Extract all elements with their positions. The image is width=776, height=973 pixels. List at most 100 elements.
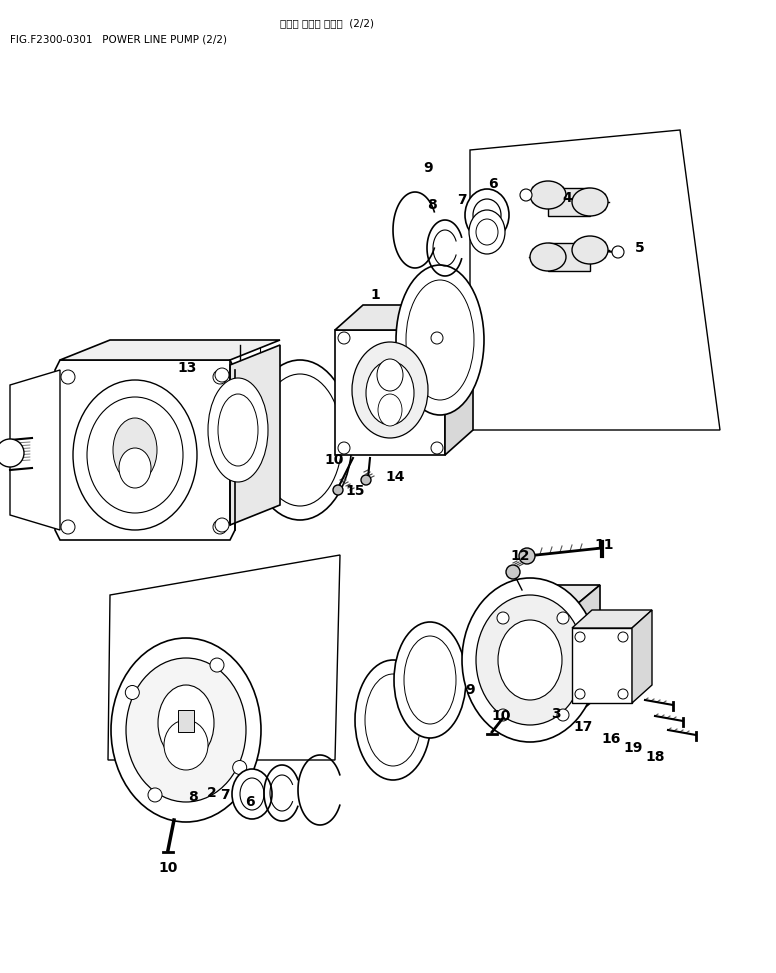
Circle shape: [618, 689, 628, 699]
Circle shape: [557, 612, 569, 624]
Text: 5: 5: [635, 241, 645, 255]
Polygon shape: [570, 585, 600, 720]
Circle shape: [497, 709, 509, 721]
Circle shape: [213, 370, 227, 384]
Ellipse shape: [394, 622, 466, 738]
Text: 8: 8: [427, 198, 437, 212]
Polygon shape: [470, 130, 720, 430]
Circle shape: [333, 485, 343, 495]
Ellipse shape: [352, 342, 428, 438]
Polygon shape: [230, 345, 280, 525]
Text: 4: 4: [562, 191, 572, 205]
Ellipse shape: [473, 199, 501, 231]
Circle shape: [497, 612, 509, 624]
Circle shape: [557, 709, 569, 721]
Circle shape: [431, 332, 443, 344]
Circle shape: [215, 368, 229, 382]
Text: 15: 15: [345, 484, 365, 498]
Circle shape: [361, 475, 371, 485]
Bar: [178, 710, 194, 732]
Circle shape: [338, 332, 350, 344]
Polygon shape: [572, 628, 632, 703]
Circle shape: [575, 689, 585, 699]
Ellipse shape: [111, 638, 261, 822]
Polygon shape: [445, 305, 473, 455]
Polygon shape: [108, 555, 340, 760]
Ellipse shape: [396, 265, 484, 415]
Text: FIG.F2300-0301   POWER LINE PUMP (2/2): FIG.F2300-0301 POWER LINE PUMP (2/2): [10, 34, 227, 44]
Ellipse shape: [465, 189, 509, 241]
Text: 10: 10: [158, 861, 178, 875]
Ellipse shape: [476, 219, 498, 245]
Circle shape: [61, 520, 75, 534]
Polygon shape: [572, 610, 652, 628]
Polygon shape: [60, 340, 280, 360]
Polygon shape: [632, 610, 652, 703]
Polygon shape: [10, 370, 60, 530]
Ellipse shape: [406, 280, 474, 400]
Polygon shape: [55, 360, 235, 540]
Circle shape: [213, 520, 227, 534]
Circle shape: [0, 439, 24, 467]
Text: 11: 11: [594, 538, 614, 552]
Bar: [548, 243, 590, 271]
Circle shape: [618, 632, 628, 642]
Ellipse shape: [572, 188, 608, 216]
Ellipse shape: [377, 359, 403, 391]
Ellipse shape: [366, 361, 414, 425]
Text: 19: 19: [623, 741, 643, 755]
Text: 16: 16: [601, 732, 621, 746]
Ellipse shape: [355, 660, 431, 780]
Polygon shape: [495, 610, 570, 720]
Ellipse shape: [469, 210, 505, 254]
Circle shape: [506, 565, 520, 579]
Polygon shape: [335, 305, 473, 330]
Ellipse shape: [126, 658, 246, 802]
Text: 13: 13: [177, 361, 196, 375]
Text: 7: 7: [457, 193, 467, 207]
Ellipse shape: [232, 769, 272, 819]
Ellipse shape: [73, 380, 197, 530]
Text: 10: 10: [324, 453, 344, 467]
Ellipse shape: [158, 685, 214, 761]
Text: 18: 18: [646, 750, 665, 764]
Circle shape: [520, 189, 532, 201]
Circle shape: [519, 548, 535, 564]
Text: 8: 8: [188, 790, 198, 804]
Text: 9: 9: [465, 683, 475, 697]
Ellipse shape: [248, 360, 352, 520]
Circle shape: [233, 761, 247, 775]
Ellipse shape: [462, 578, 598, 742]
Text: 3: 3: [551, 707, 561, 721]
Ellipse shape: [498, 620, 562, 700]
Text: 6: 6: [245, 795, 255, 809]
Circle shape: [61, 370, 75, 384]
Ellipse shape: [240, 778, 264, 810]
Ellipse shape: [164, 720, 208, 770]
Ellipse shape: [572, 236, 608, 264]
Ellipse shape: [530, 243, 566, 271]
Ellipse shape: [208, 378, 268, 482]
Text: 10: 10: [491, 709, 511, 723]
Text: 14: 14: [385, 470, 405, 484]
Ellipse shape: [404, 636, 456, 724]
Circle shape: [210, 658, 224, 672]
Ellipse shape: [119, 448, 151, 488]
Circle shape: [338, 442, 350, 454]
Text: パワー ライン ポンプ  (2/2): パワー ライン ポンプ (2/2): [280, 18, 374, 28]
Text: 6: 6: [488, 177, 498, 191]
Polygon shape: [495, 585, 600, 610]
Polygon shape: [335, 330, 445, 455]
Text: 12: 12: [511, 549, 530, 563]
Circle shape: [431, 442, 443, 454]
Text: 7: 7: [220, 788, 230, 802]
Circle shape: [148, 788, 162, 802]
Ellipse shape: [530, 181, 566, 209]
Ellipse shape: [113, 418, 157, 482]
Circle shape: [125, 686, 140, 700]
Circle shape: [612, 246, 624, 258]
Circle shape: [215, 518, 229, 532]
Ellipse shape: [365, 674, 421, 766]
Text: 17: 17: [573, 720, 593, 734]
Ellipse shape: [476, 595, 584, 725]
